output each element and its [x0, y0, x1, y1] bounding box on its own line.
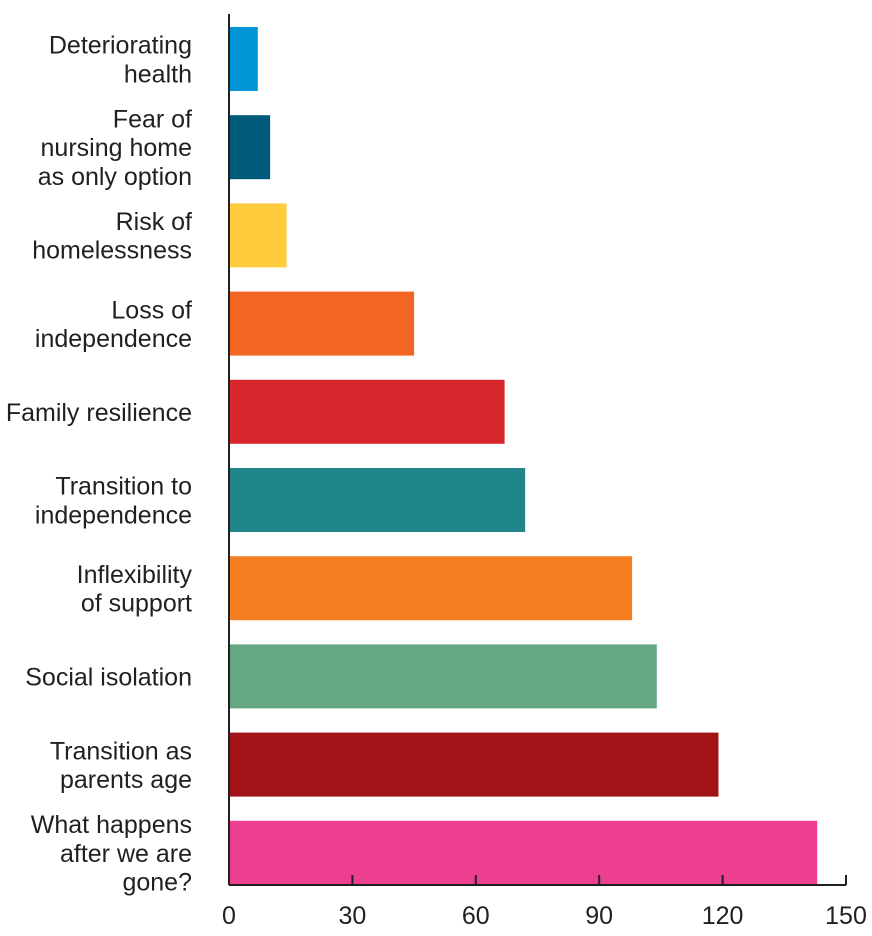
category-label-line: homelessness	[32, 237, 192, 265]
category-labels: Deteriorating health Fear of nursing home as…	[6, 32, 193, 897]
category-label-family-resilience: Family resilience	[6, 399, 192, 427]
category-label-inflexibility-of-support: Inflexibility of support	[77, 561, 193, 618]
category-label-line: Loss of	[111, 296, 192, 324]
category-label-deteriorating-health: Deteriorating health	[49, 32, 192, 89]
category-label-line: Transition as	[50, 737, 192, 765]
x-tick-label: 0	[222, 902, 236, 930]
bar-what-happens-after-we-are-gone	[229, 820, 818, 885]
bar-risk-of-homelessness	[229, 203, 287, 268]
bar-deteriorating-health	[229, 27, 258, 91]
bar-inflexibility-of-support	[229, 556, 633, 621]
category-label-what-happens-after-we-are-gone: What happens after we are gone?	[31, 811, 192, 896]
category-label-line: of support	[81, 590, 192, 618]
x-tick-label: 120	[702, 902, 744, 930]
category-label-fear-of-nursing-home-as-only-option: Fear of nursing home as only option	[38, 106, 192, 191]
category-label-line: Deteriorating	[49, 32, 192, 60]
bar-transition-to-independence	[229, 468, 526, 532]
category-label-transition-to-independence: Transition to independence	[35, 473, 192, 530]
category-label-line: after we are	[60, 840, 192, 868]
category-label-loss-of-independence: Loss of independence	[35, 296, 192, 353]
x-tick-label: 150	[825, 902, 867, 930]
category-label-line: independence	[35, 325, 192, 353]
x-tick-label: 90	[585, 902, 613, 930]
bar-family-resilience	[229, 379, 505, 444]
x-tick-label: 60	[462, 902, 490, 930]
category-label-risk-of-homelessness: Risk of homelessness	[32, 208, 192, 265]
category-label-line: Fear of	[113, 106, 192, 134]
category-label-transition-as-parents-age: Transition as parents age	[50, 737, 192, 794]
x-axis-ticks: 0 30 60 90 120 150	[222, 875, 867, 930]
bar-social-isolation	[229, 644, 657, 709]
category-label-line: as only option	[38, 163, 192, 191]
category-label-line: Transition to	[55, 473, 192, 501]
category-label-line: nursing home	[41, 134, 192, 162]
bar-loss-of-independence	[229, 291, 415, 356]
category-label-line: What happens	[31, 811, 192, 839]
category-label-line: health	[124, 60, 192, 88]
category-label-line: parents age	[60, 766, 192, 794]
x-tick-label: 30	[338, 902, 366, 930]
category-label-line: Social isolation	[25, 663, 192, 691]
category-label-line: Family resilience	[6, 399, 192, 427]
bar-fear-of-nursing-home-as-only-option	[229, 115, 271, 180]
category-label-social-isolation: Social isolation	[25, 663, 192, 691]
category-label-line: Inflexibility	[77, 561, 193, 589]
category-label-line: gone?	[122, 868, 192, 896]
category-label-line: Risk of	[116, 208, 192, 236]
bars-group	[229, 27, 818, 885]
bar-transition-as-parents-age	[229, 732, 719, 797]
category-label-line: independence	[35, 501, 192, 529]
